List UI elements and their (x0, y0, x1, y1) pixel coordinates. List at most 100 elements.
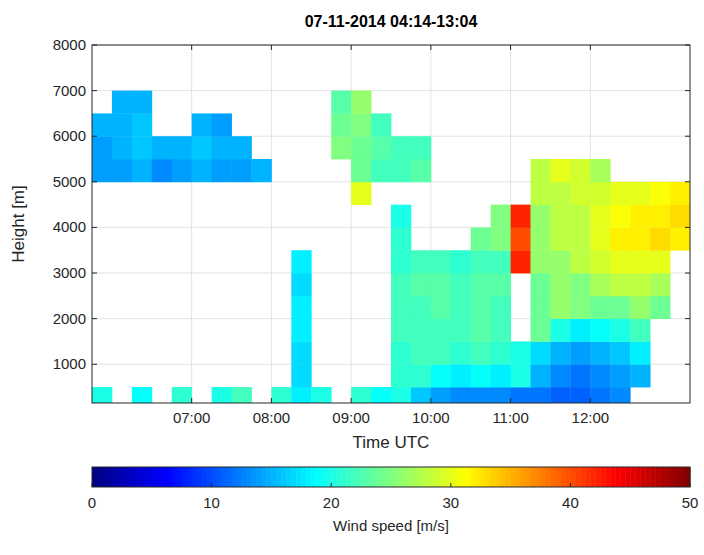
colorbar-segment (670, 467, 675, 487)
cell (471, 364, 491, 387)
cell (152, 159, 172, 182)
colorbar-segment (531, 467, 536, 487)
colorbar-segment (227, 467, 232, 487)
cell (570, 227, 590, 250)
colorbar-segment (261, 467, 266, 487)
colorbar-segment (635, 467, 640, 487)
cell (351, 159, 371, 182)
x-tick (510, 398, 511, 403)
colorbar-segment (187, 467, 192, 487)
cell (172, 136, 192, 159)
cell (132, 159, 152, 182)
colorbar-tick (331, 483, 332, 487)
cell (451, 364, 471, 387)
cell (371, 159, 391, 182)
colorbar-segment (256, 467, 261, 487)
colorbar-title: Wind speed [m/s] (333, 517, 449, 534)
colorbar-segment (192, 467, 197, 487)
colorbar-segment (107, 467, 112, 487)
cell (451, 319, 471, 342)
colorbar-segment (381, 467, 386, 487)
x-axis-title: Time UTC (353, 433, 430, 452)
colorbar-segment (391, 467, 396, 487)
cell (291, 387, 311, 403)
colorbar-segment (281, 467, 286, 487)
colorbar-segment (172, 467, 177, 487)
cell (391, 227, 411, 250)
cell (511, 364, 531, 387)
cell (610, 341, 630, 364)
colorbar-segment (451, 467, 456, 487)
cell (511, 205, 531, 228)
colorbar-segment (306, 467, 311, 487)
colorbar-segment (361, 467, 366, 487)
x-tick-label: 07:00 (173, 409, 211, 426)
x-tick (271, 45, 272, 50)
colorbar-segment (461, 467, 466, 487)
y-tick (92, 45, 97, 46)
x-tick-label: 08:00 (253, 409, 291, 426)
cell (610, 273, 630, 296)
colorbar-segment (416, 467, 421, 487)
colorbar-segment (486, 467, 491, 487)
colorbar-segment (167, 467, 172, 487)
y-tick-label: 1000 (53, 355, 86, 372)
cell (431, 341, 451, 364)
cell (391, 319, 411, 342)
cell (650, 227, 670, 250)
cell (610, 364, 630, 387)
y-tick-label: 3000 (53, 264, 86, 281)
colorbar-segment (152, 467, 157, 487)
colorbar-segment (570, 467, 575, 487)
cell (570, 273, 590, 296)
colorbar-segment (336, 467, 341, 487)
cell (351, 136, 371, 159)
y-tick-label: 2000 (53, 310, 86, 327)
y-tick (92, 364, 97, 365)
cell (491, 205, 511, 228)
cell (531, 341, 551, 364)
colorbar-segment (431, 467, 436, 487)
colorbar-segment (396, 467, 401, 487)
colorbar-segment (446, 467, 451, 487)
cell (391, 273, 411, 296)
colorbar-segment (142, 467, 147, 487)
cell (411, 341, 431, 364)
colorbar-segment (296, 467, 301, 487)
colorbar-segment (237, 467, 242, 487)
cell (531, 273, 551, 296)
cell (630, 182, 650, 205)
cell (132, 91, 152, 114)
colorbar-segment (207, 467, 212, 487)
cell (570, 205, 590, 228)
cell (431, 387, 451, 403)
cell (232, 387, 252, 403)
cell (112, 159, 132, 182)
y-tick-label: 8000 (53, 36, 86, 53)
cell (291, 341, 311, 364)
cells (92, 91, 690, 403)
colorbar-segment (351, 467, 356, 487)
y-tick (92, 318, 97, 319)
colorbar-segment (421, 467, 426, 487)
colorbar-segment (177, 467, 182, 487)
cell (471, 319, 491, 342)
colorbar-tick-label: 30 (442, 494, 459, 511)
cell (550, 273, 570, 296)
y-tick-label: 5000 (53, 173, 86, 190)
colorbar-segment (182, 467, 187, 487)
cell (351, 113, 371, 136)
x-tick-label: 10:00 (412, 409, 450, 426)
cell (391, 205, 411, 228)
colorbar-segment (202, 467, 207, 487)
colorbar-segment (157, 467, 162, 487)
colorbar-tick-label: 50 (682, 494, 699, 511)
cell (511, 387, 531, 403)
cell (630, 273, 650, 296)
cell (271, 387, 291, 403)
cell (531, 227, 551, 250)
cell (650, 273, 670, 296)
y-tick (92, 181, 97, 182)
colorbar-segment (102, 467, 107, 487)
cell (112, 91, 132, 114)
